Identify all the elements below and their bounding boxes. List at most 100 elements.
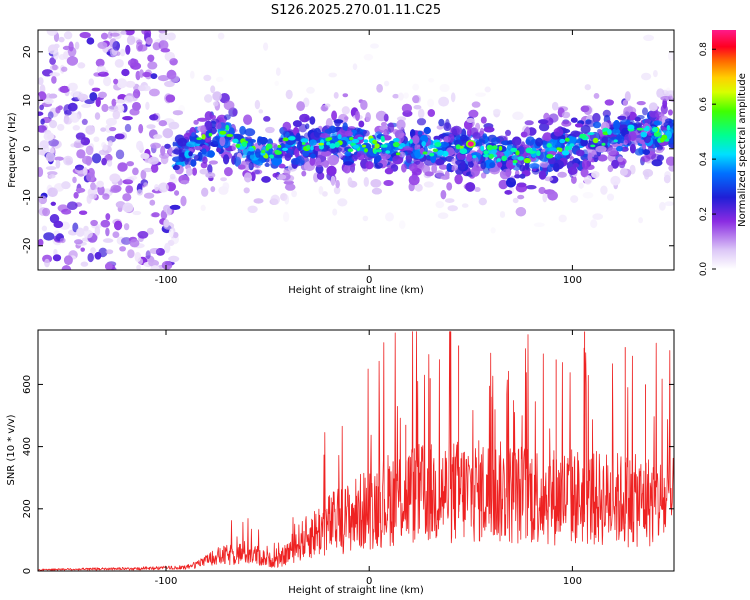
heatmap-cell	[538, 170, 547, 180]
heatmap-cell	[136, 41, 143, 52]
heatmap-cell	[137, 231, 149, 239]
heatmap-cell	[65, 160, 73, 165]
heatmap-cell	[297, 141, 303, 152]
heatmap-core	[274, 150, 282, 155]
heatmap-frame	[37, 29, 675, 271]
heatmap-cell	[460, 162, 466, 170]
snr-y-tick-label: 200	[22, 499, 33, 518]
heatmap-cell	[197, 117, 208, 122]
heatmap-cell	[167, 239, 175, 246]
heatmap-cell	[166, 32, 176, 41]
heatmap-cell	[132, 102, 141, 111]
heatmap-cell	[97, 41, 108, 49]
heatmap-cell	[291, 190, 297, 198]
heatmap-core	[385, 150, 391, 154]
heatmap-cell	[263, 116, 271, 122]
heatmap-cell	[72, 176, 77, 184]
heatmap-cell	[590, 219, 598, 229]
heatmap-core	[666, 125, 671, 131]
heatmap-cell	[374, 162, 383, 169]
heatmap-cell	[602, 109, 611, 118]
heatmap-cell	[169, 204, 181, 210]
heatmap-cell	[451, 125, 463, 136]
heatmap-cell	[438, 141, 450, 148]
heatmap-cell	[90, 219, 98, 227]
snr-panel: -100 0 100 0 200 400 600 Height of straight li…	[6, 329, 675, 596]
snr-x-axis-label: Height of straight line (km)	[288, 585, 424, 596]
heatmap-cell	[512, 111, 524, 121]
heatmap-cell	[74, 41, 80, 50]
heatmap-cell	[624, 133, 632, 144]
heatmap-cells	[38, 30, 674, 270]
heatmap-core	[235, 143, 241, 148]
heatmap-cell	[161, 260, 173, 270]
heatmap-cell	[408, 163, 418, 172]
heatmap-cell	[248, 161, 254, 171]
heatmap-cell	[583, 175, 593, 185]
heatmap-core	[483, 150, 489, 155]
heatmap-cell	[330, 175, 336, 186]
heatmap-cell	[520, 131, 528, 138]
heatmap-cell	[190, 70, 195, 79]
heatmap-cell	[263, 42, 269, 51]
heatmap-core	[269, 154, 274, 159]
heatmap-cell	[204, 94, 213, 103]
heatmap-cell	[580, 105, 590, 113]
heatmap-cell	[40, 118, 45, 125]
heatmap-cell	[328, 72, 338, 78]
heatmap-cell	[212, 136, 220, 145]
heatmap-cell	[470, 166, 480, 177]
heatmap-cell	[49, 214, 60, 224]
heatmap-core	[455, 144, 461, 150]
heatmap-core	[660, 137, 665, 143]
heatmap-cell	[59, 237, 66, 244]
heatmap-cell	[607, 193, 614, 201]
heatmap-cell	[147, 61, 158, 70]
heatmap-cell	[122, 193, 132, 202]
heatmap-cell	[140, 153, 150, 160]
heatmap-cell	[662, 98, 668, 109]
heatmap-cell	[290, 157, 301, 165]
heatmap-cell	[365, 161, 374, 170]
heatmap-cell	[592, 213, 603, 220]
heatmap-cell	[166, 69, 177, 80]
heatmap-cell	[200, 125, 207, 134]
heatmap-cell	[424, 171, 434, 177]
heatmap-cell	[558, 214, 567, 223]
heatmap-cell	[553, 162, 560, 172]
heatmap-cell	[224, 114, 231, 120]
heatmap-cell	[319, 133, 331, 139]
heatmap-cell	[533, 222, 545, 228]
heatmap-cell	[490, 227, 496, 234]
heatmap-cell	[512, 136, 522, 146]
heatmap-cell	[617, 156, 624, 163]
heatmap-cell	[239, 125, 247, 135]
heatmap-core	[277, 144, 282, 148]
heatmap-cell	[466, 153, 473, 160]
heatmap-cell	[440, 190, 447, 200]
heatmap-cell	[439, 84, 450, 92]
heatmap-cell	[145, 101, 150, 110]
heatmap-cell	[112, 110, 121, 120]
heatmap-cell	[223, 100, 235, 111]
heatmap-cell	[355, 110, 360, 121]
heatmap-cell	[96, 180, 104, 188]
heatmap-cell	[55, 106, 61, 114]
heatmap-cell	[204, 111, 213, 121]
heatmap-cell	[325, 118, 333, 129]
heatmap-cell	[183, 132, 192, 140]
heatmap-core	[347, 148, 354, 152]
heatmap-cell	[478, 197, 487, 206]
heatmap-cell	[326, 165, 337, 176]
heatmap-cell	[168, 255, 180, 263]
heatmap-cell	[160, 154, 169, 165]
heatmap-cell	[41, 225, 48, 232]
heatmap-cell	[617, 115, 627, 120]
heatmap-cell	[143, 167, 152, 173]
heatmap-cell	[363, 177, 369, 187]
heatmap-cell	[644, 119, 652, 124]
heatmap-cell	[169, 173, 176, 180]
heatmap-cell	[123, 223, 130, 231]
heatmap-cell	[38, 167, 44, 177]
